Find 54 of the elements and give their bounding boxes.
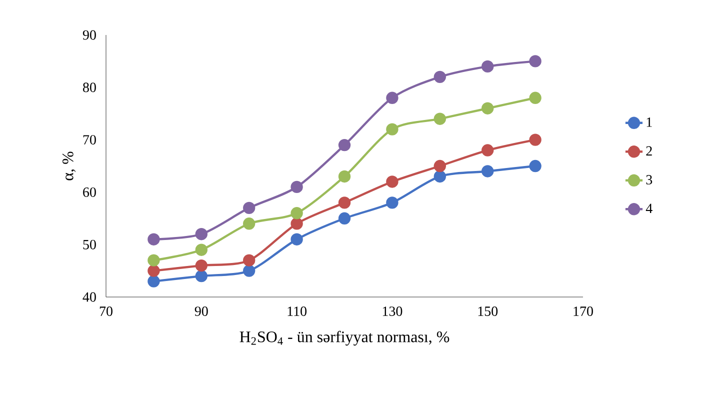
x-tick-label: 70 bbox=[100, 306, 112, 316]
point bbox=[529, 134, 542, 146]
point bbox=[290, 180, 303, 194]
point bbox=[482, 102, 494, 114]
point bbox=[386, 123, 398, 136]
point bbox=[386, 92, 398, 104]
point bbox=[434, 170, 446, 183]
legend-label: 1 bbox=[646, 117, 652, 127]
point bbox=[148, 264, 160, 277]
y-tick-label: 60 bbox=[83, 187, 96, 197]
y-tick-label: 40 bbox=[82, 292, 96, 302]
point bbox=[482, 60, 494, 73]
point bbox=[434, 112, 446, 125]
point bbox=[386, 196, 398, 209]
point bbox=[386, 176, 398, 188]
legend-label: 4 bbox=[646, 204, 652, 213]
point bbox=[243, 254, 256, 266]
legend-label: 2 bbox=[646, 146, 652, 156]
point bbox=[482, 144, 494, 156]
point bbox=[434, 160, 446, 172]
point bbox=[290, 233, 303, 246]
point bbox=[338, 138, 351, 152]
y-tick-label: 50 bbox=[83, 240, 96, 250]
point bbox=[243, 218, 256, 230]
point bbox=[243, 264, 256, 277]
point bbox=[338, 212, 351, 225]
x-tick-label: 150 bbox=[478, 306, 498, 316]
y-axis-title: α, % bbox=[62, 152, 76, 180]
legend-label: 3 bbox=[646, 175, 652, 184]
x-tick-label: 90 bbox=[194, 306, 208, 316]
point bbox=[529, 92, 542, 104]
x-tick-label: 110 bbox=[288, 306, 307, 316]
point bbox=[148, 275, 160, 288]
point bbox=[338, 196, 351, 209]
point bbox=[290, 207, 303, 220]
point bbox=[195, 259, 208, 272]
y-tick-label: 70 bbox=[83, 135, 96, 145]
point bbox=[338, 170, 351, 183]
point bbox=[482, 165, 494, 178]
point bbox=[243, 202, 256, 214]
point bbox=[195, 270, 208, 282]
point bbox=[195, 228, 208, 240]
x-tick-label: 130 bbox=[382, 306, 402, 316]
point bbox=[195, 244, 208, 256]
point bbox=[529, 55, 542, 68]
x-axis-title: H$_{2}$SO$_{4}$ - ün sərfiyyat norması, % bbox=[240, 330, 450, 346]
y-tick-label: 80 bbox=[83, 82, 96, 92]
point bbox=[290, 218, 303, 230]
x-tick-label: 170 bbox=[574, 306, 593, 316]
point bbox=[434, 70, 446, 84]
y-tick-label: 90 bbox=[82, 30, 96, 40]
point bbox=[529, 160, 542, 172]
point bbox=[148, 254, 160, 266]
point bbox=[148, 233, 160, 246]
